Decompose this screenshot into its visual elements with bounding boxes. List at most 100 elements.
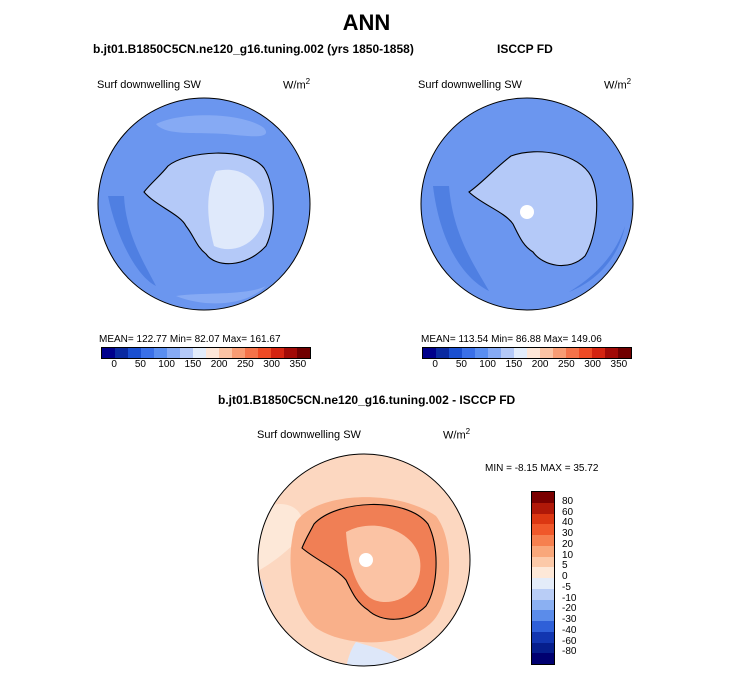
colorbar-swatch <box>297 348 310 358</box>
obs-polar-map <box>420 97 634 311</box>
colorbar-tick-label: 150 <box>184 359 202 370</box>
colorbar-swatch <box>271 348 284 358</box>
colorbar-swatch <box>532 621 554 632</box>
colorbar-swatch <box>532 513 554 525</box>
colorbar-swatch <box>154 348 167 358</box>
colorbar-tick-label: 100 <box>158 359 175 370</box>
obs-coastline <box>468 151 598 267</box>
model-units: W/m2 <box>283 77 311 92</box>
colorbar-swatch <box>488 348 501 358</box>
colorbar-swatch <box>167 348 180 358</box>
model-colorbar: 0 50 100 150 200 250 300 350 <box>101 347 311 371</box>
model-coastline <box>143 152 274 265</box>
obs-colorbar: 0 50 100 150 200 250 300 350 <box>422 347 632 371</box>
colorbar-swatch <box>532 610 554 621</box>
colorbar-tick-label: -60 <box>562 635 577 647</box>
colorbar-tick-label: 200 <box>531 359 549 370</box>
colorbar-swatch <box>436 348 449 358</box>
diff-coastline <box>301 503 437 620</box>
colorbar-swatch <box>532 588 554 600</box>
diff-colorbar <box>531 491 555 665</box>
colorbar-swatch <box>527 348 540 358</box>
colorbar-tick-label: 250 <box>237 359 254 370</box>
model-west-band <box>108 196 156 286</box>
colorbar-swatch <box>128 348 141 358</box>
colorbar-swatch <box>258 348 271 358</box>
main-title: ANN <box>342 10 391 35</box>
colorbar-tick-label: 0 <box>432 359 438 370</box>
colorbar-swatch <box>206 348 219 358</box>
colorbar-swatch <box>605 348 618 358</box>
model-polar-map <box>97 97 311 311</box>
colorbar-swatch <box>532 545 554 557</box>
colorbar-tick-label: 80 <box>562 495 574 507</box>
colorbar-tick-label: -30 <box>562 614 577 625</box>
colorbar-tick-label: 0 <box>111 359 117 370</box>
colorbar-tick-label: 20 <box>562 538 574 550</box>
diff-antarctica-inner <box>346 525 421 603</box>
colorbar-tick-label: 350 <box>289 359 307 370</box>
colorbar-swatch <box>579 348 592 358</box>
colorbar-tick-label: 30 <box>562 528 574 539</box>
colorbar-swatch <box>501 348 514 358</box>
colorbar-swatch <box>514 348 527 358</box>
colorbar-swatch <box>102 348 115 358</box>
colorbar-tick-label: 40 <box>562 517 574 529</box>
colorbar-swatch <box>532 535 554 546</box>
colorbar-swatch <box>618 348 631 358</box>
diff-units: W/m2 <box>443 427 471 442</box>
diff-polar-map <box>257 453 471 667</box>
colorbar-tick-label: -40 <box>562 624 577 636</box>
colorbar-swatch <box>532 653 554 664</box>
colorbar-swatch <box>532 631 554 643</box>
colorbar-tick-label: 5 <box>562 560 568 572</box>
colorbar-tick-label: 300 <box>584 359 601 370</box>
colorbar-swatch <box>245 348 258 358</box>
colorbar-tick-label: -80 <box>562 646 577 658</box>
colorbar-tick-label: 200 <box>210 359 228 370</box>
diff-pole-hole <box>359 553 373 567</box>
colorbar-tick-label: 250 <box>558 359 575 370</box>
colorbar-swatch <box>180 348 193 358</box>
colorbar-tick-label: 10 <box>562 549 574 561</box>
colorbar-swatch <box>115 348 128 358</box>
colorbar-tick-label: 100 <box>479 359 496 370</box>
diff-field-label: Surf downwelling SW <box>257 429 361 441</box>
colorbar-swatch <box>532 567 554 578</box>
colorbar-swatch <box>532 642 554 654</box>
colorbar-swatch <box>532 502 554 514</box>
colorbar-swatch <box>193 348 206 358</box>
colorbar-swatch <box>532 556 554 568</box>
colorbar-swatch <box>141 348 154 358</box>
colorbar-swatch <box>532 524 554 535</box>
diff-colorbar-ticks: 80 60 40 30 20 10 5 0 -5 -10 -20 -30 -40 -60 -80 <box>562 491 602 663</box>
colorbar-tick-label: 50 <box>455 359 467 370</box>
colorbar-tick-label: 150 <box>505 359 523 370</box>
model-lighter-band <box>156 115 267 137</box>
colorbar-swatch <box>532 492 554 503</box>
diff-stats: MIN = -8.15 MAX = 35.72 <box>485 463 599 474</box>
colorbar-tick-label: 300 <box>263 359 280 370</box>
colorbar-swatch <box>532 599 554 611</box>
colorbar-swatch <box>592 348 605 358</box>
colorbar-swatch <box>532 578 554 589</box>
colorbar-swatch <box>553 348 566 358</box>
colorbar-tick-label: -5 <box>562 581 571 593</box>
model-case-title: b.jt01.B1850C5CN.ne120_g16.tuning.002 (y… <box>93 42 414 56</box>
model-field-label: Surf downwelling SW <box>97 79 201 91</box>
obs-field-label: Surf downwelling SW <box>418 79 522 91</box>
colorbar-swatch <box>475 348 488 358</box>
model-stats: MEAN= 122.77 Min= 82.07 Max= 161.67 <box>99 334 281 345</box>
colorbar-tick-label: 0 <box>562 571 568 582</box>
colorbar-tick-label: -20 <box>562 603 577 615</box>
colorbar-swatch <box>284 348 297 358</box>
colorbar-tick-label: -10 <box>562 592 577 604</box>
colorbar-swatch <box>449 348 462 358</box>
diff-title: b.jt01.B1850C5CN.ne120_g16.tuning.002 - … <box>218 393 516 407</box>
colorbar-swatch <box>540 348 553 358</box>
colorbar-swatch <box>566 348 579 358</box>
obs-pole-hole <box>520 205 534 219</box>
colorbar-tick-label: 50 <box>134 359 146 370</box>
obs-west-band <box>433 186 489 291</box>
diff-patch-light <box>258 503 303 572</box>
